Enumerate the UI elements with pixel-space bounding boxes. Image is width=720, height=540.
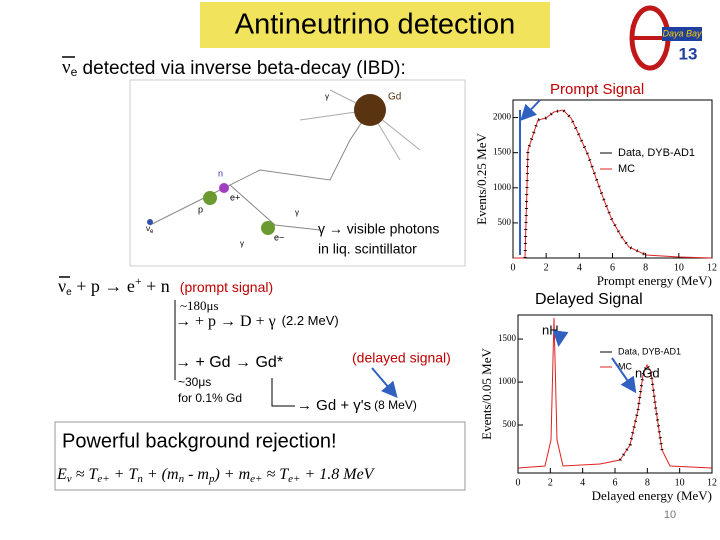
subscript: ν	[67, 473, 72, 485]
background-box	[54, 421, 466, 491]
subscript: p	[208, 473, 215, 485]
x-tick-label: 2	[548, 477, 553, 488]
diagram-caption: in liq. scintillator	[318, 241, 417, 257]
subscript: n	[137, 473, 143, 485]
label: γ	[325, 92, 329, 101]
ibd-diagram: Gd n e+ p νe e− γ γ γ γ → visible photon…	[129, 79, 466, 267]
label: ν	[62, 57, 71, 78]
delayed-plot: Data, DYB-AD1 MC Delayed Signal nH nGd	[517, 291, 713, 474]
capture-gd: → + Gd → Gd*	[175, 354, 283, 371]
label: nH	[542, 322, 559, 337]
x-tick-label: 10	[675, 477, 685, 488]
title-box	[200, 2, 550, 48]
reaction: νe + p → e+ + n (prompt signal)	[58, 274, 273, 298]
y-tick-label: 2000	[493, 112, 512, 122]
label: + p → e	[72, 276, 135, 296]
x-tick-label: 2	[544, 262, 549, 273]
page-number: 10	[664, 509, 676, 521]
branch-line	[271, 378, 295, 407]
label: e	[71, 65, 78, 79]
logo-number: 13	[679, 44, 698, 63]
label: e	[66, 287, 72, 298]
capture-h: → + p → D + γ (2.2 MeV)	[175, 313, 339, 330]
formula: Eν ≈ Te+ + Tn + (mn - mp) + me+ ≈ Te+ + …	[56, 466, 376, 485]
y-tick-label: 1500	[498, 333, 517, 343]
x-axis-label: Prompt energy (MeV)	[597, 273, 712, 288]
label: + n	[142, 276, 170, 296]
subscript: e+	[288, 473, 300, 485]
x-tick-label: 6	[610, 262, 615, 273]
y-tick-label: 1500	[493, 147, 512, 157]
label: +	[135, 274, 142, 288]
label: (2.2 MeV)	[282, 313, 339, 328]
x-tick-label: 8	[643, 262, 648, 273]
label: γ	[240, 239, 244, 248]
formula-part: + T	[110, 466, 139, 483]
diagram-caption: γ → visible photons	[318, 221, 439, 237]
label: e−	[274, 232, 284, 242]
formula-part: E	[56, 466, 67, 483]
y-axis-label: Events/0.25 MeV	[474, 133, 489, 225]
x-tick-label: 10	[674, 262, 684, 273]
label: Data, DYB-AD1	[618, 346, 681, 356]
label: → + p → D + γ	[175, 313, 276, 330]
plot-title: Delayed Signal	[535, 291, 643, 308]
slide-title: Antineutrino detection	[235, 9, 516, 41]
x-tick-label: 12	[707, 262, 717, 273]
subscript: n	[179, 473, 185, 485]
label: (prompt signal)	[180, 279, 273, 295]
y-tick-label: 1000	[493, 182, 512, 192]
formula-part: + (m	[143, 466, 179, 483]
ibd-heading: νe detected via inverse beta-decay (IBD)…	[62, 57, 406, 79]
label: p	[198, 204, 203, 214]
x-tick-label: 0	[511, 262, 516, 273]
logo: Daya Bay 13	[629, 5, 702, 71]
label: nGd	[635, 365, 660, 380]
label: γ	[295, 208, 299, 217]
y-tick-label: 500	[498, 217, 512, 227]
label: ν	[146, 224, 150, 233]
x-tick-label: 6	[613, 477, 618, 488]
label: e+	[230, 192, 240, 202]
arrow	[371, 367, 398, 399]
formula-part: ≈ T	[72, 466, 99, 483]
label: ν	[58, 276, 66, 296]
label: (delayed signal)	[352, 350, 451, 366]
label: MC	[618, 163, 635, 175]
capture-gd-result: → Gd + γ's (8 MeV)	[297, 397, 417, 414]
y-tick-label: 500	[503, 419, 517, 429]
plot-title: Prompt Signal	[550, 81, 644, 98]
label: (8 MeV)	[374, 398, 417, 412]
label: n	[218, 168, 223, 178]
x-tick-label: 12	[707, 477, 717, 488]
x-tick-label: 4	[580, 477, 585, 488]
label: Gd	[388, 92, 401, 103]
label: for 0.1% Gd	[178, 391, 242, 405]
formula-part: ) + m	[213, 466, 250, 483]
subscript: e+	[250, 473, 262, 485]
subscript: e+	[97, 473, 109, 485]
label: → Gd + γ's	[297, 397, 371, 414]
formula-part: ≈ T	[262, 466, 289, 483]
label: MC	[618, 361, 632, 371]
prompt-plot: Data, DYB-AD1 MC Prompt Signal	[512, 81, 713, 259]
label: detected via inverse beta-decay (IBD):	[77, 58, 405, 79]
logo-name: Daya Bay	[662, 28, 702, 38]
x-tick-label: 8	[645, 477, 650, 488]
y-tick-label: 1000	[498, 376, 517, 386]
formula-part: - m	[184, 466, 209, 483]
label: ~180μs	[180, 298, 219, 313]
x-tick-label: 0	[516, 477, 521, 488]
label: ~30μs	[178, 375, 211, 389]
y-axis-label: Events/0.05 MeV	[479, 348, 494, 440]
svg-text:νe: νe	[146, 224, 154, 234]
x-tick-label: 4	[577, 262, 582, 273]
background-heading: Powerful background rejection!	[62, 430, 337, 452]
formula-part: + 1.8 MeV	[300, 466, 375, 483]
label: e	[150, 229, 154, 235]
label: Data, DYB-AD1	[618, 147, 695, 159]
x-axis-label: Delayed energy (MeV)	[592, 488, 712, 503]
